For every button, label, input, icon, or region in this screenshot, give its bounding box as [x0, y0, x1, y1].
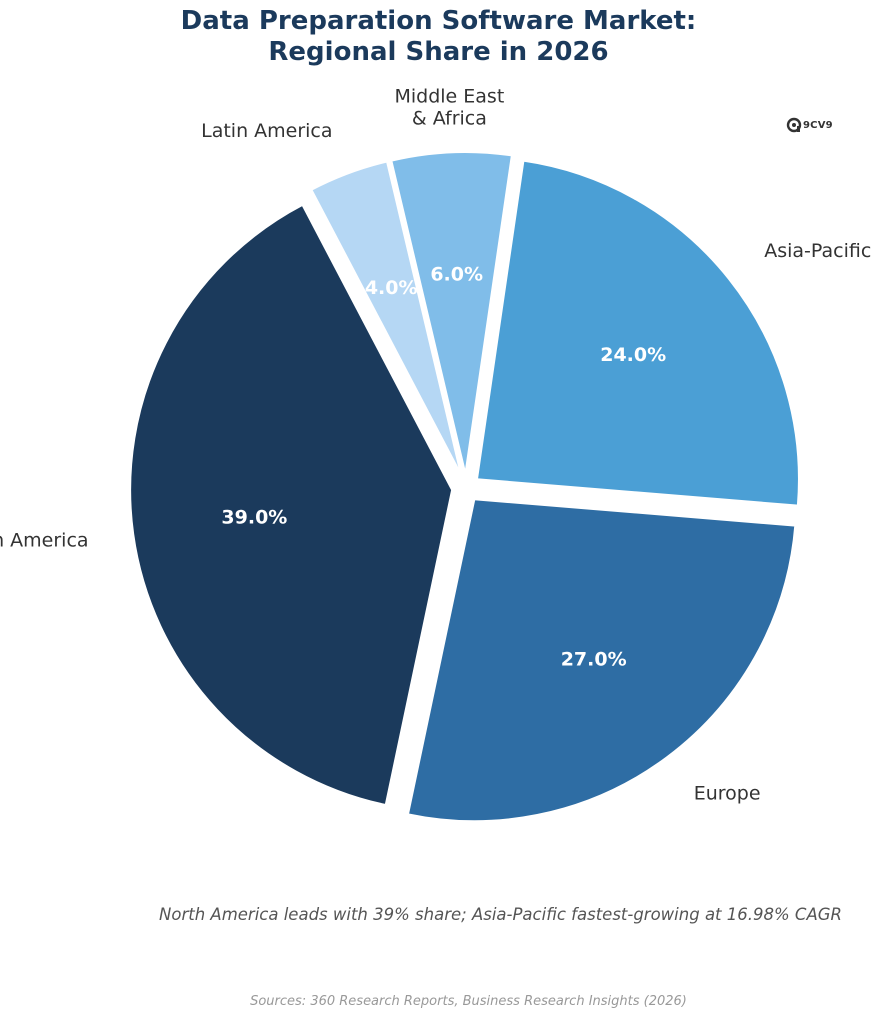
pct-label-latin-america: 4.0%	[365, 277, 418, 299]
category-label-line: North America	[0, 529, 89, 551]
category-label-line: Asia-Pacific	[764, 240, 871, 262]
chart-source: Sources: 360 Research Reports, Business …	[250, 994, 687, 1009]
category-label-asia-pacific: Asia-Pacific	[764, 240, 871, 262]
category-label-line: Latin America	[201, 120, 332, 142]
pie-slice-north-america	[129, 203, 454, 807]
category-label-north-america: North America	[0, 529, 89, 551]
pct-label-asia-pacific: 24.0%	[600, 344, 666, 366]
category-label-middle-east-africa: Middle East & Africa	[394, 85, 504, 129]
9cv9-logo-icon	[786, 117, 802, 133]
pie-slice-europe	[406, 498, 797, 823]
chart-title-line-1: Data Preparation Software Market:	[180, 6, 697, 36]
chart-subtitle: North America leads with 39% share; Asia…	[159, 905, 842, 924]
pie-slice-asia-pacific	[475, 159, 800, 507]
pct-label-middle-east-africa: 6.0%	[430, 264, 483, 286]
pie-percentage-labels: 39.0% 27.0% 24.0% 6.0% 4.0%	[221, 264, 666, 671]
logo-text: 9CV9	[803, 119, 833, 131]
pct-label-europe: 27.0%	[561, 648, 627, 670]
category-label-line: & Africa	[412, 107, 487, 129]
pie-slice-latin-america	[310, 160, 463, 476]
chart-title-line-2: Regional Share in 2026	[268, 37, 609, 67]
chart-title: Data Preparation Software Market: Region…	[0, 6, 877, 68]
pie-category-labels: North America Europe Asia-Pacific Middle Ea…	[0, 85, 871, 804]
category-label-latin-america: Latin America	[201, 120, 332, 142]
pie-slice-middle-east-africa	[390, 151, 514, 475]
brand-logo: 9CV9	[786, 116, 833, 134]
category-label-line: Europe	[694, 783, 761, 805]
pie-slices	[129, 151, 800, 823]
pct-label-north-america: 39.0%	[221, 506, 287, 528]
category-label-line: Middle East	[394, 85, 504, 107]
category-label-europe: Europe	[694, 783, 761, 805]
